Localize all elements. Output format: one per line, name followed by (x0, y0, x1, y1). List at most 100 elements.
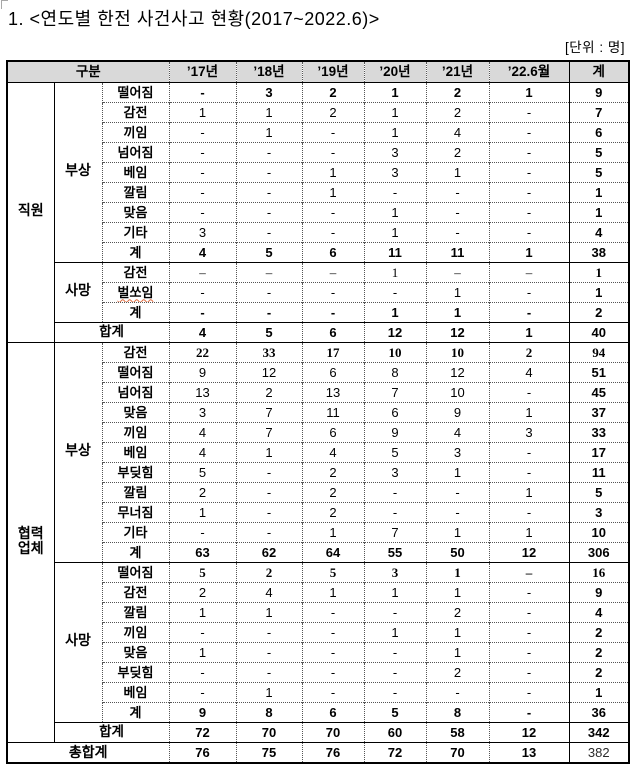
value-cell: 40 (568, 322, 629, 343)
value-cell: 12 (488, 542, 569, 563)
value-cell: - (235, 182, 302, 203)
value-cell: 11 (568, 462, 629, 483)
value-cell: 7 (235, 402, 302, 423)
type-cell: 계 (101, 542, 169, 563)
value-cell: 4 (425, 122, 489, 143)
corner-header: 구분 (7, 61, 169, 83)
value-cell: 6 (568, 122, 629, 143)
column-header: ’17년 (168, 61, 236, 83)
value-cell: 1 (488, 322, 569, 343)
value-cell: 1 (488, 82, 569, 103)
value-cell: 6 (363, 402, 426, 423)
value-cell: 63 (168, 542, 236, 563)
value-cell: 1 (363, 202, 426, 223)
value-cell: 72 (168, 722, 236, 743)
value-cell: 306 (568, 542, 629, 563)
value-cell: - (168, 122, 236, 143)
value-cell: 5 (363, 442, 426, 463)
value-cell: - (301, 642, 364, 663)
value-cell: - (488, 442, 569, 463)
value-cell: 10 (363, 342, 426, 363)
value-cell: 4 (168, 442, 236, 463)
value-cell: 51 (568, 362, 629, 383)
value-cell: - (488, 502, 569, 523)
value-cell: 60 (363, 722, 426, 743)
value-cell: 2 (425, 102, 489, 123)
value-cell: 45 (568, 382, 629, 403)
value-cell: 13 (301, 382, 364, 403)
value-cell: 13 (168, 382, 236, 403)
value-cell: - (488, 382, 569, 403)
value-cell: - (301, 142, 364, 163)
value-cell: 1 (168, 642, 236, 663)
value-cell: 5 (168, 462, 236, 483)
value-cell: 2 (301, 102, 364, 123)
value-cell: - (235, 642, 302, 663)
value-cell: 1 (425, 162, 489, 183)
value-cell: 3 (363, 462, 426, 483)
value-cell: 58 (425, 722, 489, 743)
value-cell: 2 (301, 502, 364, 523)
value-cell: - (235, 522, 302, 543)
value-cell: 1 (488, 482, 569, 503)
value-cell: 5 (568, 142, 629, 163)
value-cell: 3 (168, 402, 236, 423)
table-row: 끼임 - - -1 1-2 (7, 622, 629, 643)
value-cell: 2 (301, 462, 364, 483)
value-cell: 1 (363, 102, 426, 123)
value-cell: - (488, 222, 569, 243)
value-cell: 1 (425, 582, 489, 603)
value-cell: 1 (425, 642, 489, 663)
value-cell: 4 (168, 422, 236, 443)
value-cell: 12 (488, 722, 569, 743)
value-cell: 1 (363, 302, 426, 323)
table-row: 계 63 62 64 55 50 12 306 (7, 542, 629, 563)
table-row: 베임 - -1 3 1-5 (7, 162, 629, 183)
value-cell: - (301, 122, 364, 143)
value-cell: 5 (363, 702, 426, 723)
value-cell: 3 (363, 562, 426, 583)
type-cell: 계 (101, 702, 169, 723)
value-cell: 1 (488, 402, 569, 423)
value-cell: 13 (488, 742, 569, 763)
value-cell: 4 (568, 222, 629, 243)
value-cell: 7 (568, 102, 629, 123)
type-cell: 맞음 (101, 402, 169, 423)
value-cell: 2 (301, 482, 364, 503)
value-cell: 6 (301, 322, 364, 343)
value-cell: - (363, 682, 426, 703)
value-cell: - (301, 302, 364, 323)
value-cell: 2 (235, 382, 302, 403)
table-row: 베임 -1- - - -1 (7, 682, 629, 703)
value-cell: - (301, 622, 364, 643)
value-cell: – (425, 262, 489, 283)
value-cell: 9 (568, 582, 629, 603)
value-cell: 1 (425, 282, 489, 303)
column-header: ’22.6월 (488, 61, 569, 83)
type-cell: 기타 (101, 522, 169, 543)
type-cell: 끼임 (101, 422, 169, 443)
value-cell: - (488, 122, 569, 143)
value-cell: 50 (425, 542, 489, 563)
value-cell: 1 (168, 502, 236, 523)
value-cell: 1 (235, 602, 302, 623)
value-cell: 70 (425, 742, 489, 763)
type-cell: 깔림 (101, 182, 169, 203)
value-cell: 1 (363, 222, 426, 243)
column-header: ’19년 (301, 61, 364, 83)
value-cell: 4 (568, 602, 629, 623)
value-cell: - (488, 302, 569, 323)
value-cell: 1 (301, 182, 364, 203)
type-cell: 감전 (101, 582, 169, 603)
value-cell: 8 (363, 362, 426, 383)
table-row: 사망 떨어짐 5 2 5 3 1–16 (7, 562, 629, 723)
value-cell: 4 (425, 422, 489, 443)
table-row: 맞음 1- - -1-2 (7, 642, 629, 663)
type-cell: 끼임 (101, 122, 169, 143)
value-cell: - (488, 282, 569, 303)
value-cell: 7 (363, 522, 426, 543)
value-cell: 2 (425, 602, 489, 623)
value-cell: 1 (425, 622, 489, 643)
value-cell: – (488, 262, 569, 283)
accident-table: 구분 ’17년 ’18년 ’19년 ’20년 ’21년 ’22.6월 계 직원 부상 떨어짐 -3 2… (6, 60, 630, 764)
